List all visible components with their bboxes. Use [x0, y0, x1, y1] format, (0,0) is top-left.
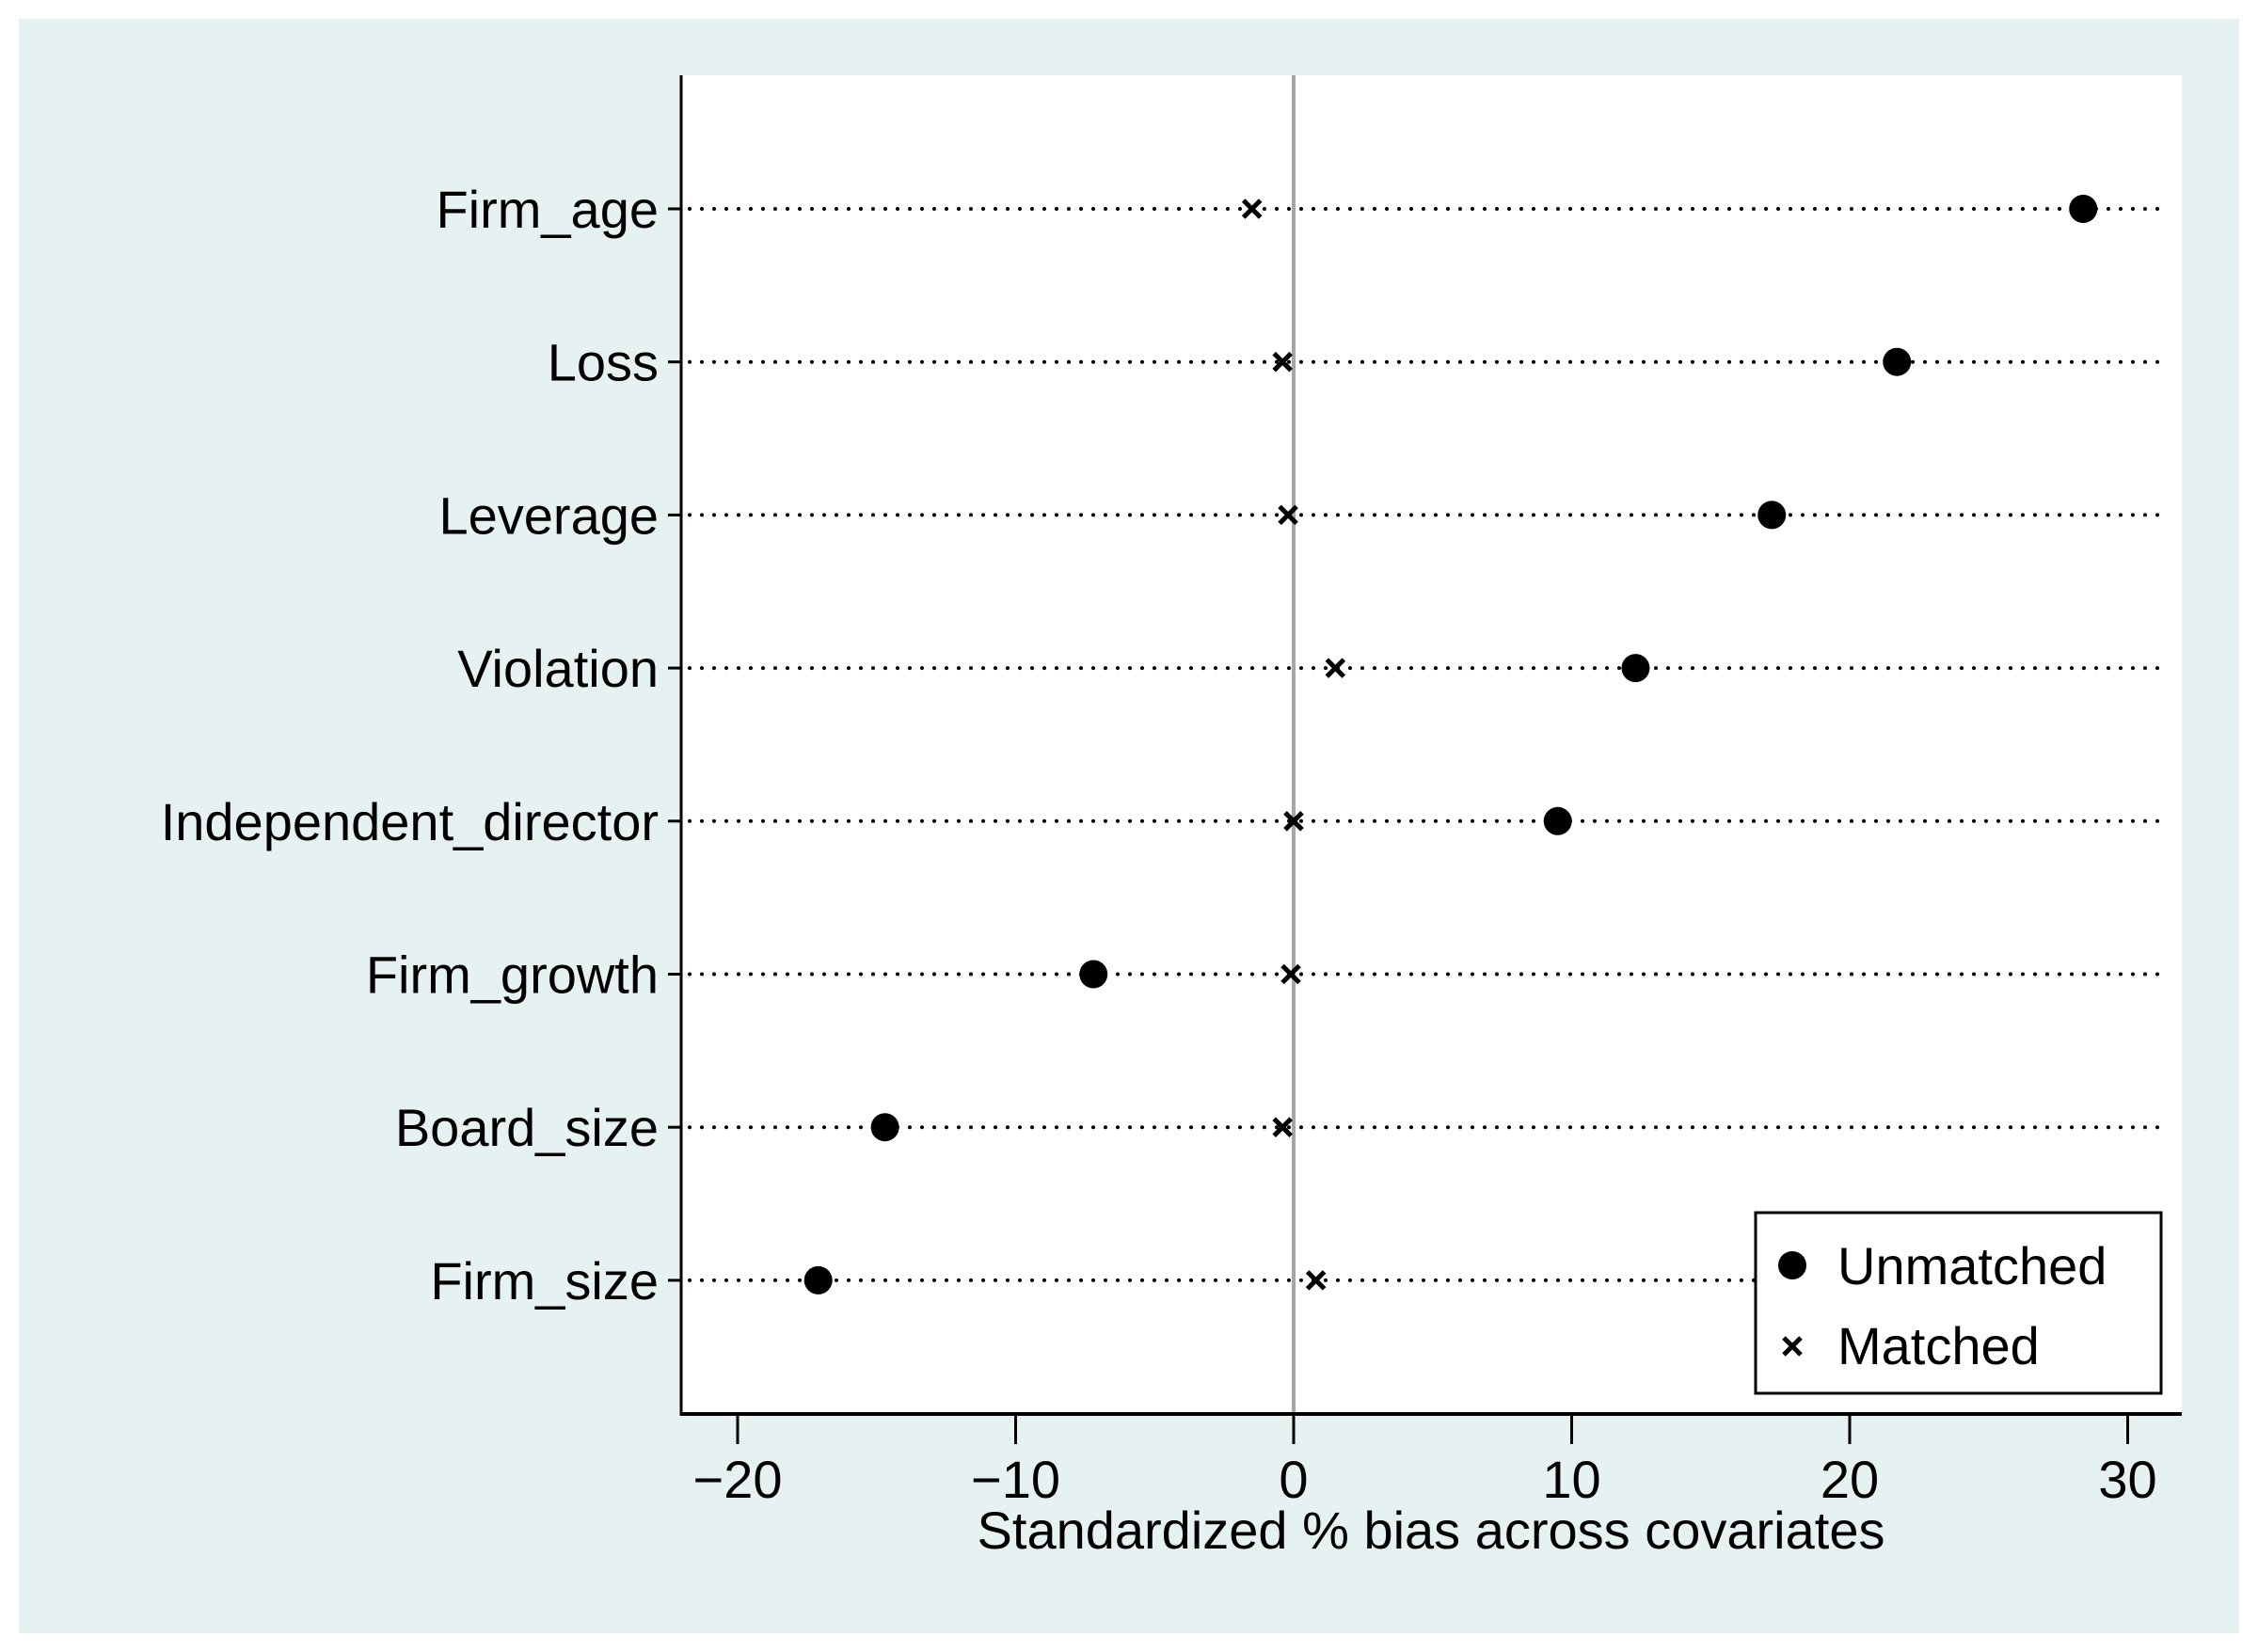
- y-tick-label: Firm_age: [436, 180, 659, 239]
- legend-matched-marker: [1782, 1336, 1803, 1357]
- unmatched-point: [1543, 806, 1572, 835]
- matched-point: [1241, 199, 1263, 219]
- matched-point: [1272, 1117, 1293, 1137]
- matched-point: [1283, 811, 1304, 832]
- unmatched-point: [803, 1265, 833, 1295]
- x-tick-label: 30: [2098, 1450, 2156, 1509]
- unmatched-point: [1079, 960, 1108, 989]
- x-tick-label: 20: [1821, 1450, 1879, 1509]
- y-tick-label: Loss: [548, 333, 659, 392]
- y-tick-label: Independent_director: [161, 792, 659, 851]
- matched-point: [1272, 351, 1293, 373]
- x-axis-title: Standardized % bias across covariates: [978, 1501, 1885, 1560]
- y-tick-label: Board_size: [395, 1098, 659, 1157]
- legend-box: [1754, 1211, 2163, 1395]
- legend-unmatched-label: Unmatched: [1837, 1236, 2107, 1295]
- legend-unmatched-marker: [1778, 1251, 1806, 1279]
- unmatched-point: [1883, 347, 1912, 376]
- unmatched-point: [2069, 195, 2098, 223]
- legend: Unmatched Matched: [1754, 1211, 2163, 1395]
- x-tick-label: −10: [971, 1450, 1060, 1509]
- matched-point: [1278, 504, 1298, 526]
- x-tick-label: −20: [693, 1450, 783, 1509]
- matched-point: [1305, 1270, 1327, 1291]
- x-tick-label: 10: [1542, 1450, 1600, 1509]
- unmatched-point: [1621, 654, 1650, 683]
- y-tick-label: Leverage: [438, 485, 659, 545]
- legend-matched-label: Matched: [1837, 1316, 2040, 1375]
- unmatched-point: [1757, 500, 1787, 530]
- plot-area: [681, 75, 2182, 1414]
- y-tick-label: Violation: [457, 639, 659, 698]
- y-tick-label: Firm_growth: [366, 945, 659, 1005]
- matched-point: [1280, 963, 1301, 985]
- matched-point: [1325, 658, 1346, 678]
- unmatched-point: [870, 1113, 899, 1142]
- y-tick-label: Firm_size: [430, 1251, 659, 1310]
- x-tick-label: 0: [1279, 1450, 1308, 1509]
